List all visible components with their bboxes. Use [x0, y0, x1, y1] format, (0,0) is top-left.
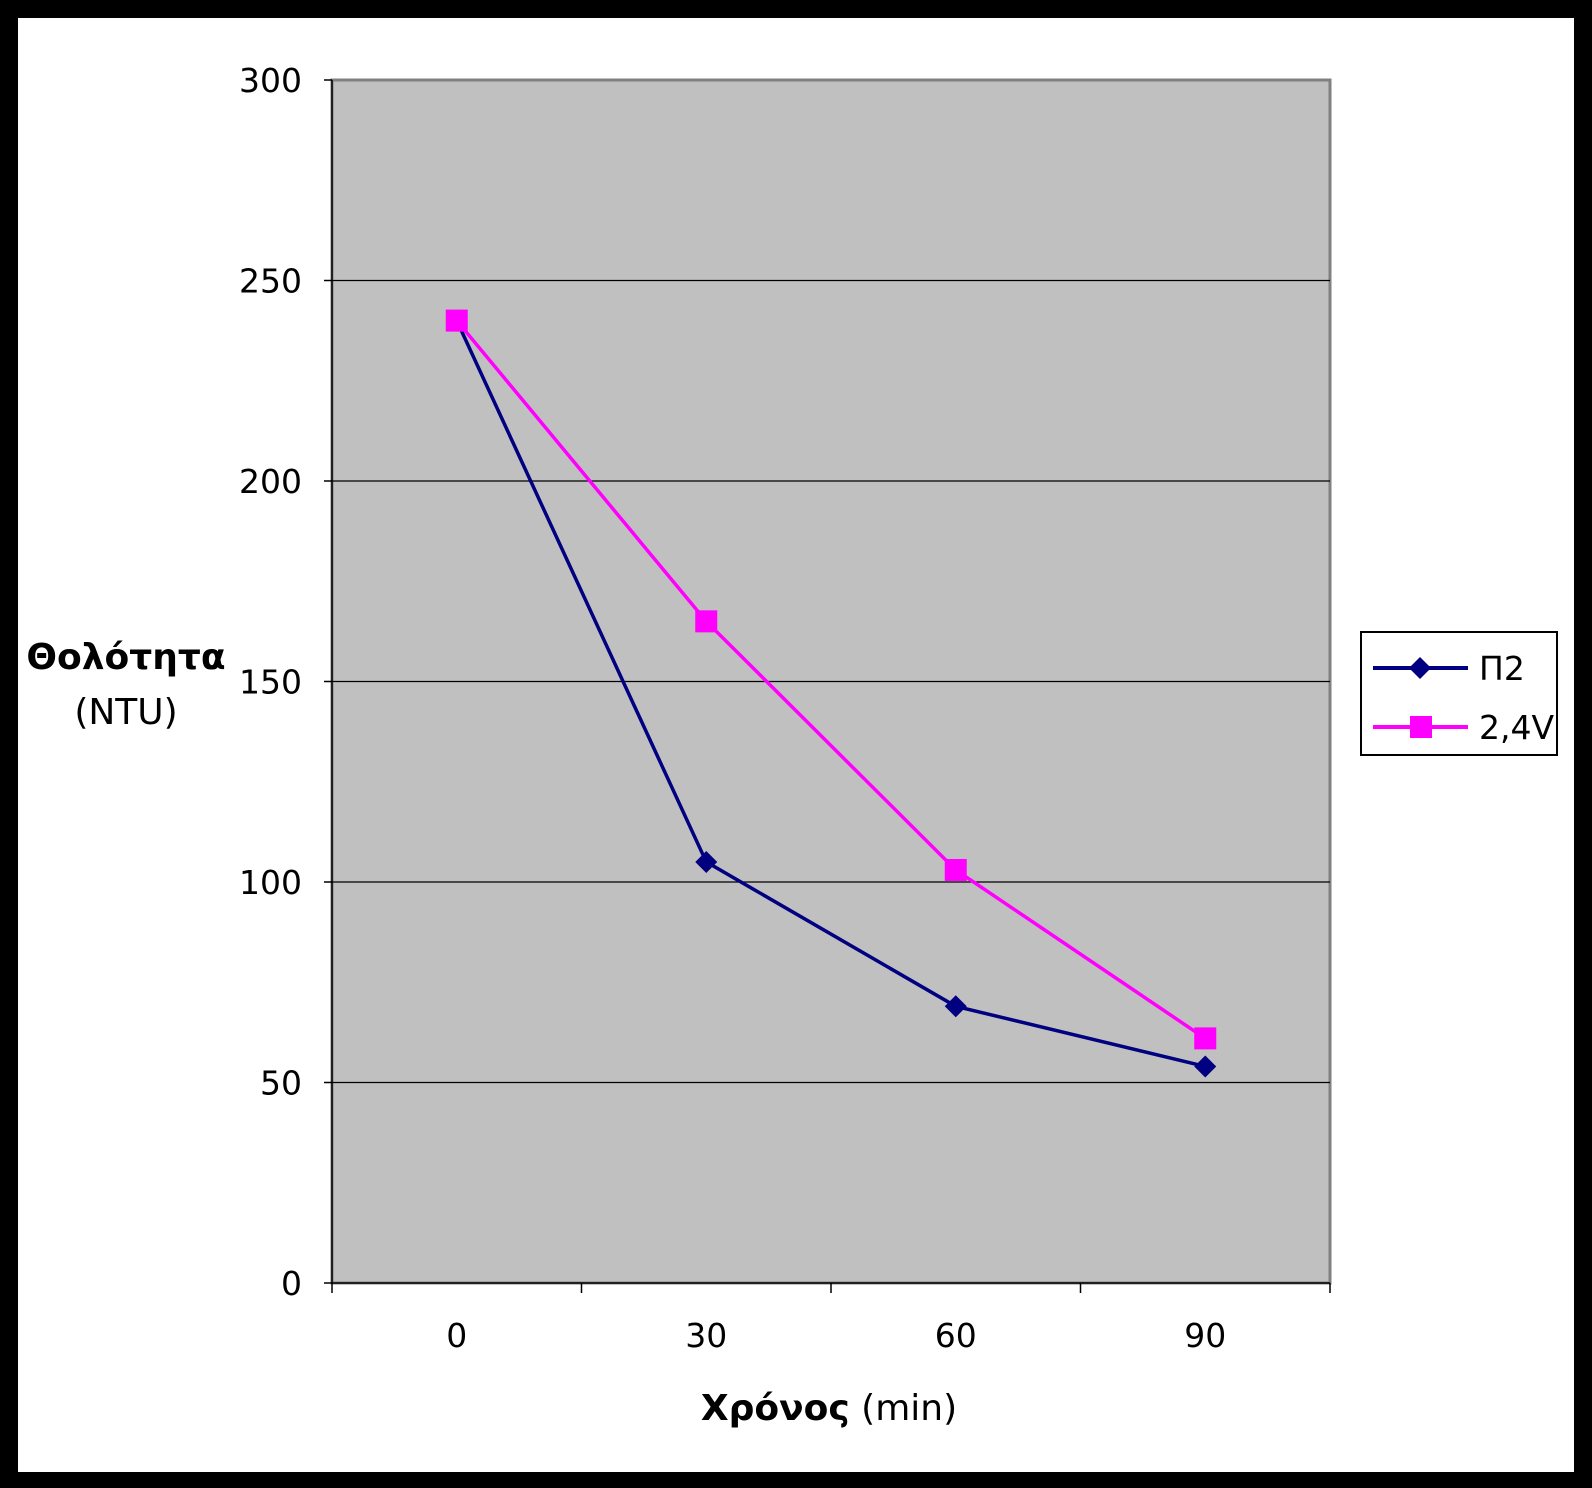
- x-tick-label-0: 0: [446, 1316, 467, 1355]
- legend: Π2 2,4V: [1360, 631, 1558, 756]
- x-axis-title-unit: (min): [850, 1388, 957, 1429]
- x-tick-label-90: 90: [1184, 1316, 1226, 1355]
- y-axis-title-line2: (NTU): [74, 692, 177, 733]
- point-π2-90: [1194, 1055, 1217, 1078]
- x-axis-title: Χρόνος (min): [701, 1388, 957, 1429]
- series-line-2-4v: [455, 319, 1207, 1040]
- x-tick-label-60: 60: [935, 1316, 977, 1355]
- point-π2-30: [695, 850, 718, 873]
- axes: [324, 79, 1331, 1293]
- y-tick-label-50: 50: [260, 1064, 302, 1103]
- grid-lines: [332, 279, 1330, 1084]
- y-axis-tick-labels: 0 50 100 150 200 250 300: [239, 61, 302, 1303]
- legend-marker-p2-diamond: [1409, 657, 1431, 679]
- point-2-4v-30: [695, 610, 718, 633]
- y-tick-label-200: 200: [239, 462, 302, 501]
- y-tick-label-250: 250: [239, 262, 302, 301]
- point-2-4v-60: [944, 858, 967, 881]
- point-2-4v-90: [1194, 1027, 1217, 1050]
- x-axis-title-bold: Χρόνος: [701, 1388, 850, 1429]
- legend-marker-2-4v-square: [1410, 716, 1432, 738]
- x-axis-tick-labels: 0 30 60 90: [446, 1316, 1226, 1355]
- y-axis-title-line1: Θολότητα: [26, 637, 225, 678]
- series-line-π2: [455, 319, 1206, 1069]
- y-tick-label-300: 300: [239, 61, 302, 100]
- y-tick-label-0: 0: [281, 1264, 302, 1303]
- legend-box: [1360, 631, 1558, 756]
- legend-label-2-4v: 2,4V: [1479, 708, 1554, 747]
- legend-label-p2: Π2: [1479, 649, 1525, 688]
- y-tick-label-100: 100: [239, 863, 302, 902]
- point-π2-60: [944, 995, 967, 1018]
- x-tick-label-30: 30: [685, 1316, 727, 1355]
- series-layer: [445, 309, 1217, 1078]
- point-2-4v-0: [445, 309, 468, 332]
- y-tick-label-150: 150: [239, 663, 302, 702]
